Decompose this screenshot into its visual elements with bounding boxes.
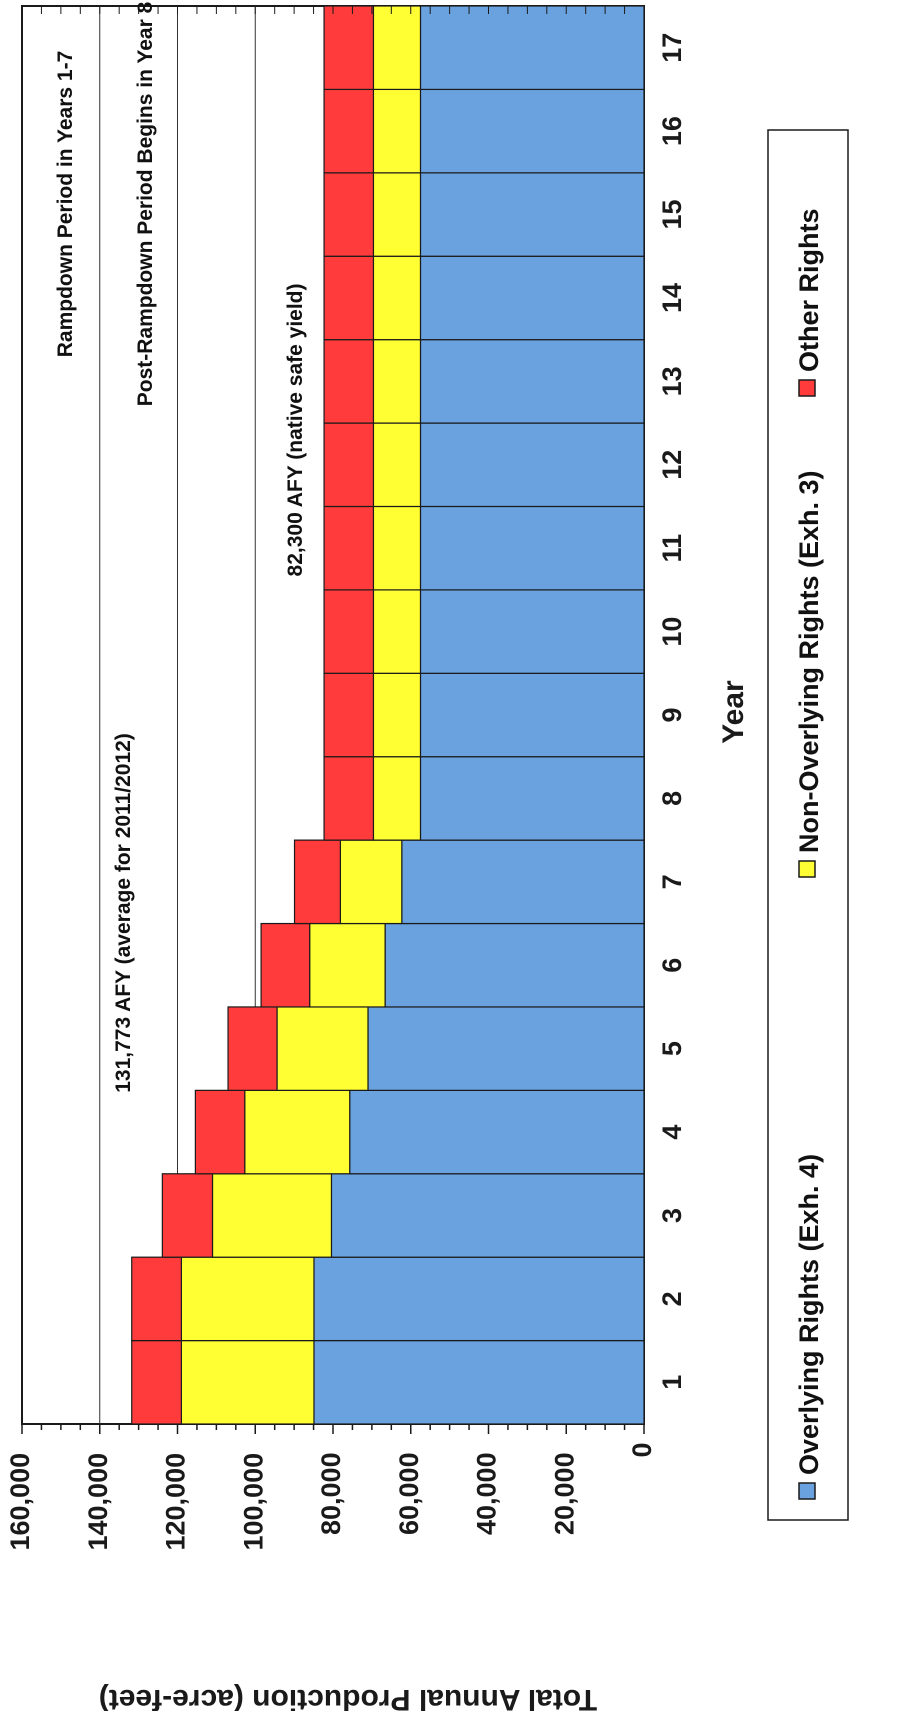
bar-non-overlying-year-14 — [372, 255, 422, 341]
year-tick-label: 11 — [657, 534, 687, 563]
bar-other-year-4 — [194, 1089, 246, 1175]
bar-other-year-12 — [323, 422, 375, 508]
bar-non-overlying-year-11 — [372, 505, 422, 591]
bar-other-year-3 — [161, 1173, 214, 1258]
bar-overlying-year-10 — [419, 589, 645, 674]
value-tick-label: 60,000 — [394, 1452, 424, 1535]
year-tick-label: 2 — [657, 1291, 687, 1306]
year-tick-label: 6 — [657, 958, 687, 973]
bar-overlying-year-2 — [313, 1256, 645, 1342]
year-tick-label: 7 — [657, 874, 687, 889]
year-tick-label: 14 — [657, 283, 687, 313]
year-tick-label: 10 — [657, 617, 687, 647]
year-tick-label: 4 — [657, 1125, 687, 1140]
bar-non-overlying-year-16 — [372, 88, 422, 174]
bar-other-year-16 — [323, 88, 375, 174]
bar-other-year-2 — [131, 1256, 182, 1342]
bar-non-overlying-year-17 — [372, 5, 422, 91]
bar-overlying-year-15 — [419, 172, 645, 257]
value-tick-label: 120,000 — [161, 1453, 191, 1551]
bar-other-year-15 — [323, 172, 375, 257]
year-tick-label: 8 — [657, 791, 687, 806]
bar-non-overlying-year-15 — [372, 172, 422, 257]
bar-other-year-14 — [323, 255, 375, 341]
bar-non-overlying-year-9 — [372, 672, 422, 758]
value-tick-label: 0 — [627, 1442, 657, 1457]
bar-non-overlying-year-2 — [180, 1256, 315, 1342]
bar-non-overlying-year-6 — [309, 922, 386, 1008]
bar-overlying-year-6 — [384, 922, 645, 1008]
bar-other-year-5 — [227, 1006, 278, 1091]
year-tick-label: 13 — [657, 366, 687, 396]
annotation-native-safe-yield: 82,300 AFY (native safe yield) — [284, 284, 307, 577]
value-tick-label: 80,000 — [316, 1452, 346, 1535]
bar-other-year-13 — [323, 339, 375, 424]
bar-other-year-6 — [260, 922, 311, 1008]
bar-non-overlying-year-7 — [339, 839, 403, 925]
bar-non-overlying-year-12 — [372, 422, 422, 508]
bar-non-overlying-year-4 — [244, 1089, 351, 1175]
bar-overlying-year-12 — [419, 422, 645, 508]
legend-label-overlying: Overlying Rights (Exh. 4) — [794, 1154, 824, 1475]
bar-overlying-year-3 — [330, 1173, 645, 1258]
year-tick-label: 17 — [657, 33, 687, 63]
bar-overlying-year-5 — [367, 1006, 645, 1091]
year-tick-label: 15 — [657, 200, 687, 230]
legend-swatch-other — [798, 379, 816, 397]
bar-overlying-year-7 — [401, 839, 645, 925]
annotation-rampdown: Rampdown Period in Years 1-7 — [54, 51, 77, 358]
year-tick-label: 12 — [657, 450, 687, 480]
bar-overlying-year-11 — [419, 505, 645, 591]
bar-overlying-year-13 — [419, 339, 645, 424]
bar-non-overlying-year-8 — [372, 756, 422, 841]
annotation-post-rampdown: Post-Rampdown Period Begins in Year 8 — [134, 1, 157, 406]
bar-overlying-year-14 — [419, 255, 645, 341]
value-tick-label: 140,000 — [83, 1453, 113, 1551]
year-tick-label: 5 — [657, 1041, 687, 1056]
year-tick-label: 1 — [657, 1375, 687, 1390]
stacked-bars — [131, 5, 645, 1425]
value-axis-tick-labels: 0 20,000 40,000 60,000 80,000 100,000 120,000 1… — [5, 1442, 657, 1550]
bar-non-overlying-year-5 — [276, 1006, 369, 1091]
legend: Overlying Rights (Exh. 4) Non-Overlying … — [767, 129, 849, 1521]
bar-non-overlying-year-3 — [211, 1173, 333, 1258]
legend-label-non-overlying: Non-Overlying Rights (Exh. 3) — [794, 470, 824, 853]
bar-overlying-year-16 — [419, 88, 645, 174]
value-axis-minor-ticks — [21, 6, 645, 1434]
legend-label-other: Other Rights — [794, 208, 824, 372]
year-tick-label: 16 — [657, 116, 687, 146]
bar-non-overlying-year-1 — [180, 1339, 315, 1425]
x-axis-title: Year — [717, 680, 750, 744]
legend-swatch-overlying — [798, 1482, 816, 1500]
bar-overlying-year-9 — [419, 672, 645, 758]
bar-other-year-10 — [323, 589, 375, 674]
bar-other-year-1 — [131, 1339, 182, 1425]
bar-other-year-8 — [323, 756, 375, 841]
value-tick-label: 40,000 — [472, 1452, 502, 1535]
bar-other-year-9 — [323, 672, 375, 758]
value-tick-label: 20,000 — [549, 1452, 579, 1535]
annotation-average-2011-2012: 131,773 AFY (average for 2011/2012) — [112, 733, 135, 1093]
value-tick-label: 100,000 — [238, 1453, 268, 1551]
year-tick-label: 3 — [657, 1208, 687, 1223]
bar-overlying-year-1 — [313, 1339, 645, 1425]
year-tick-label: 9 — [657, 707, 687, 722]
bar-non-overlying-year-10 — [372, 589, 422, 674]
bar-other-year-17 — [323, 5, 375, 91]
bar-overlying-year-17 — [419, 5, 645, 91]
bar-overlying-year-4 — [349, 1089, 645, 1175]
value-tick-label: 160,000 — [5, 1453, 35, 1551]
legend-swatch-non-overlying — [798, 860, 816, 878]
y-axis-title: Total Annual Production (acre-feet) — [99, 1683, 597, 1711]
legend-box — [767, 129, 849, 1521]
bar-other-year-7 — [293, 839, 341, 925]
bar-non-overlying-year-13 — [372, 339, 422, 424]
bar-overlying-year-8 — [419, 756, 645, 841]
bar-other-year-11 — [323, 505, 375, 591]
